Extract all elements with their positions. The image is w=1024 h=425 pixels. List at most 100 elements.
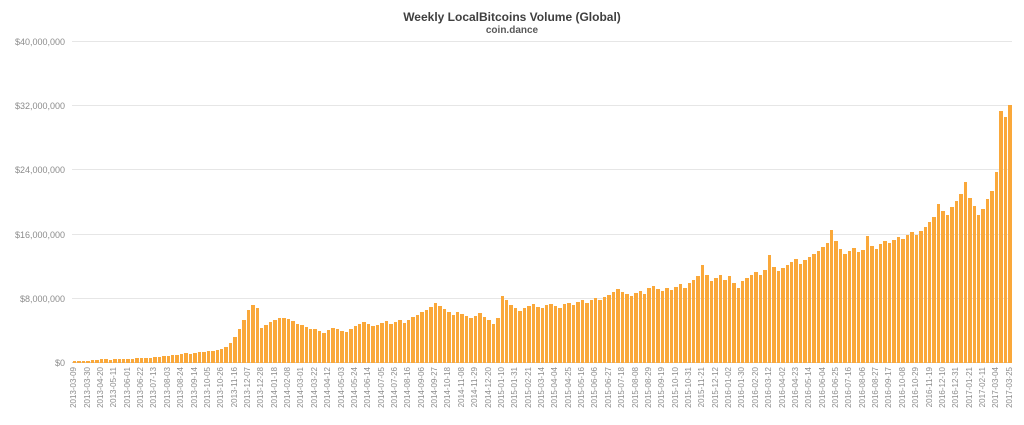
bar <box>594 298 598 363</box>
bar <box>963 181 968 363</box>
bar <box>398 320 402 363</box>
bar <box>602 297 607 363</box>
bar <box>932 216 936 363</box>
bar <box>389 323 393 363</box>
bar <box>117 359 121 363</box>
bar <box>691 279 696 363</box>
x-axis-tick-label: 2017-02-11 <box>978 367 988 408</box>
x-axis-tick-label: 2015-06-27 <box>603 367 613 408</box>
bar <box>976 215 981 363</box>
bar <box>219 348 224 363</box>
bar <box>870 245 874 363</box>
bar <box>968 197 972 363</box>
bar <box>139 358 144 363</box>
bar <box>482 317 487 363</box>
bar <box>380 322 384 363</box>
bar <box>683 287 687 363</box>
bar <box>255 308 260 363</box>
bar <box>647 288 651 363</box>
bar <box>981 208 985 363</box>
bar <box>936 204 941 363</box>
bar <box>990 191 994 363</box>
bar <box>776 270 781 363</box>
bar <box>585 302 589 363</box>
bar <box>928 221 932 363</box>
bar <box>972 205 976 363</box>
bar <box>879 244 883 363</box>
bar <box>460 314 464 363</box>
bar <box>678 284 683 363</box>
x-axis-tick-label: 2013-08-24 <box>176 367 186 408</box>
x-axis-tick-label: 2014-05-24 <box>349 367 359 408</box>
bar <box>211 350 215 363</box>
x-axis-tick-label: 2013-10-26 <box>216 367 226 408</box>
x-axis-tick-label: 2014-11-08 <box>456 367 466 408</box>
x-axis-tick-label: 2014-07-05 <box>376 367 386 408</box>
bar <box>919 230 923 363</box>
bar <box>598 300 602 363</box>
y-axis-tick-label: $0 <box>54 358 65 368</box>
bar <box>393 322 398 363</box>
bar <box>166 355 170 363</box>
bar <box>442 309 447 363</box>
bar <box>629 296 634 363</box>
bar <box>184 353 188 363</box>
x-axis-tick-label: 2016-06-04 <box>817 367 827 408</box>
x-axis-tick-label: 2013-12-28 <box>256 367 266 408</box>
bar <box>108 359 113 363</box>
x-axis-tick-label: 2016-03-12 <box>764 367 774 408</box>
x-axis-tick-label: 2013-08-03 <box>162 367 172 408</box>
bar <box>251 304 255 363</box>
bar <box>447 312 451 363</box>
bar <box>260 328 264 363</box>
bar <box>264 325 268 363</box>
bar <box>206 351 211 363</box>
x-axis-tick-label: 2015-01-31 <box>510 367 520 408</box>
x-axis-tick-label: 2015-09-19 <box>657 367 667 408</box>
bar <box>727 276 732 363</box>
bar <box>246 310 251 363</box>
bar <box>469 318 473 363</box>
bar <box>433 303 438 363</box>
bar <box>188 353 193 363</box>
bar <box>941 210 945 363</box>
bar <box>874 249 879 363</box>
x-axis-tick-label: 2015-10-31 <box>684 367 693 408</box>
bar <box>121 358 126 363</box>
bar <box>282 317 286 363</box>
bar <box>651 285 656 363</box>
bar-series <box>73 42 1012 363</box>
bar <box>473 315 478 363</box>
bar <box>607 294 611 363</box>
y-axis-tick-label: $32,000,000 <box>14 101 65 112</box>
x-axis-tick-label: 2013-11-16 <box>229 367 239 408</box>
x-axis-tick-label: 2014-03-22 <box>309 367 319 408</box>
bar <box>331 327 335 363</box>
bar <box>531 304 536 363</box>
x-axis-tick-label: 2014-11-29 <box>470 367 480 408</box>
bar <box>562 304 567 363</box>
x-axis-tick-label: 2016-10-29 <box>911 367 921 408</box>
bar <box>340 330 344 363</box>
y-axis-tick-label: $24,000,000 <box>14 165 65 176</box>
x-axis-tick-label: 2013-12-07 <box>242 367 252 408</box>
bar <box>638 290 642 363</box>
bar <box>99 359 104 363</box>
x-axis-tick-label: 2016-08-06 <box>857 367 867 408</box>
bar <box>807 257 812 363</box>
bar <box>455 311 460 363</box>
bar <box>496 318 500 363</box>
bar <box>767 255 772 363</box>
bar <box>687 282 691 363</box>
x-axis-tick-label: 2014-10-18 <box>443 367 453 408</box>
x-axis-tick-label: 2015-10-10 <box>670 367 680 408</box>
bar <box>945 215 950 363</box>
y-axis-tick-label: $40,000,000 <box>14 37 65 47</box>
x-axis-tick-label: 2013-10-05 <box>202 367 212 408</box>
bar <box>224 346 228 363</box>
bar <box>478 313 482 363</box>
bar <box>513 308 518 363</box>
x-axis-tick-label: 2013-06-22 <box>136 367 146 408</box>
bar <box>549 303 553 363</box>
bar <box>950 207 954 363</box>
